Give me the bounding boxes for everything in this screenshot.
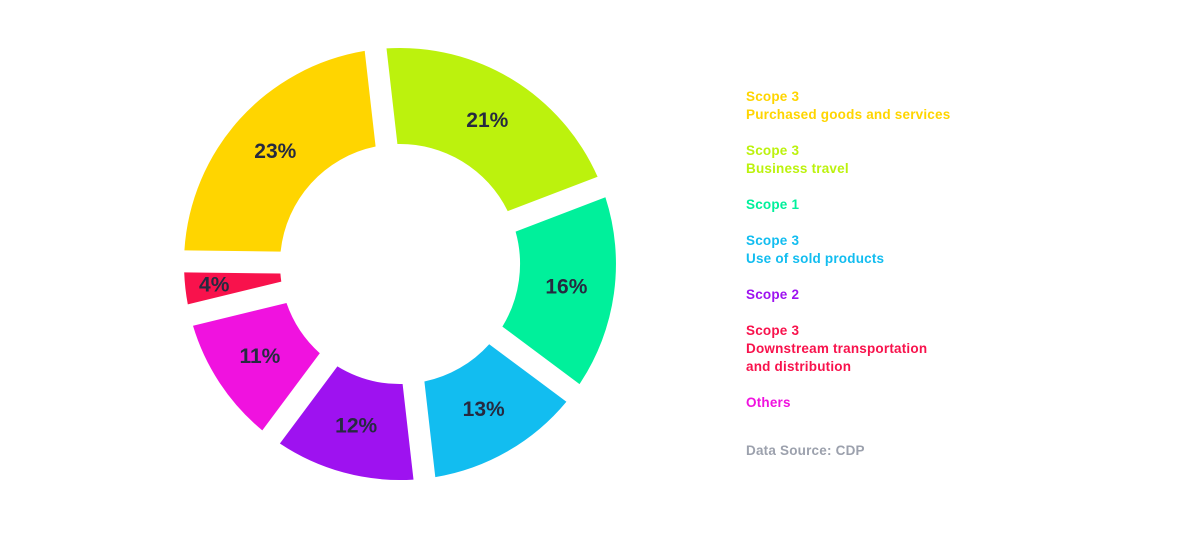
legend-item-scope3-downstream-transportation: Scope 3 Downstream transportation and di…: [746, 322, 950, 376]
data-source-label: Data Source: CDP: [746, 443, 865, 458]
slice-scope3-purchased-goods: [184, 50, 376, 252]
legend-item-others: Others: [746, 394, 950, 412]
legend-scope-label: Scope 3: [746, 233, 800, 248]
slice-value-label-scope3-downstream-transportation: 4%: [199, 274, 230, 297]
legend-category-label: Purchased goods and services: [746, 107, 951, 122]
slice-value-label-scope2: 12%: [335, 415, 377, 438]
legend-category-label: Business travel: [746, 161, 849, 176]
slice-value-label-scope1: 16%: [545, 276, 587, 299]
legend-scope-label: Scope 2: [746, 287, 800, 302]
legend-item-scope3-purchased-goods: Scope 3 Purchased goods and services: [746, 88, 950, 124]
legend-category-label: and distribution: [746, 359, 852, 374]
legend-item-scope2: Scope 2: [746, 286, 950, 304]
slice-scope3-business-travel: [386, 47, 598, 212]
slice-scope3-use-of-sold-products: [424, 344, 567, 478]
legend-scope-label: Scope 3: [746, 323, 800, 338]
legend-item-scope3-business-travel: Scope 3 Business travel: [746, 142, 950, 178]
legend-scope-label: Scope 3: [746, 143, 800, 158]
slice-scope2: [279, 366, 414, 481]
slice-value-label-others: 11%: [239, 345, 280, 368]
legend-scope-label: Scope 1: [746, 197, 800, 212]
slice-others: [193, 303, 320, 431]
slice-scope3-downstream-transportation: [184, 272, 282, 305]
legend: Scope 3 Purchased goods and services Sco…: [746, 88, 950, 460]
legend-category-label: Downstream transportation: [746, 341, 928, 356]
legend-item-scope1: Scope 1: [746, 196, 950, 214]
slice-value-label-scope3-business-travel: 21%: [466, 109, 508, 132]
legend-scope-label: Scope 3: [746, 89, 800, 104]
slice-scope1: [502, 197, 616, 385]
legend-item-scope3-use-of-sold-products: Scope 3 Use of sold products: [746, 232, 950, 268]
legend-category-label: Use of sold products: [746, 251, 885, 266]
legend-scope-label: Others: [746, 395, 791, 410]
slice-value-label-scope3-use-of-sold-products: 13%: [463, 398, 505, 421]
slice-value-label-scope3-purchased-goods: 23%: [254, 140, 296, 163]
